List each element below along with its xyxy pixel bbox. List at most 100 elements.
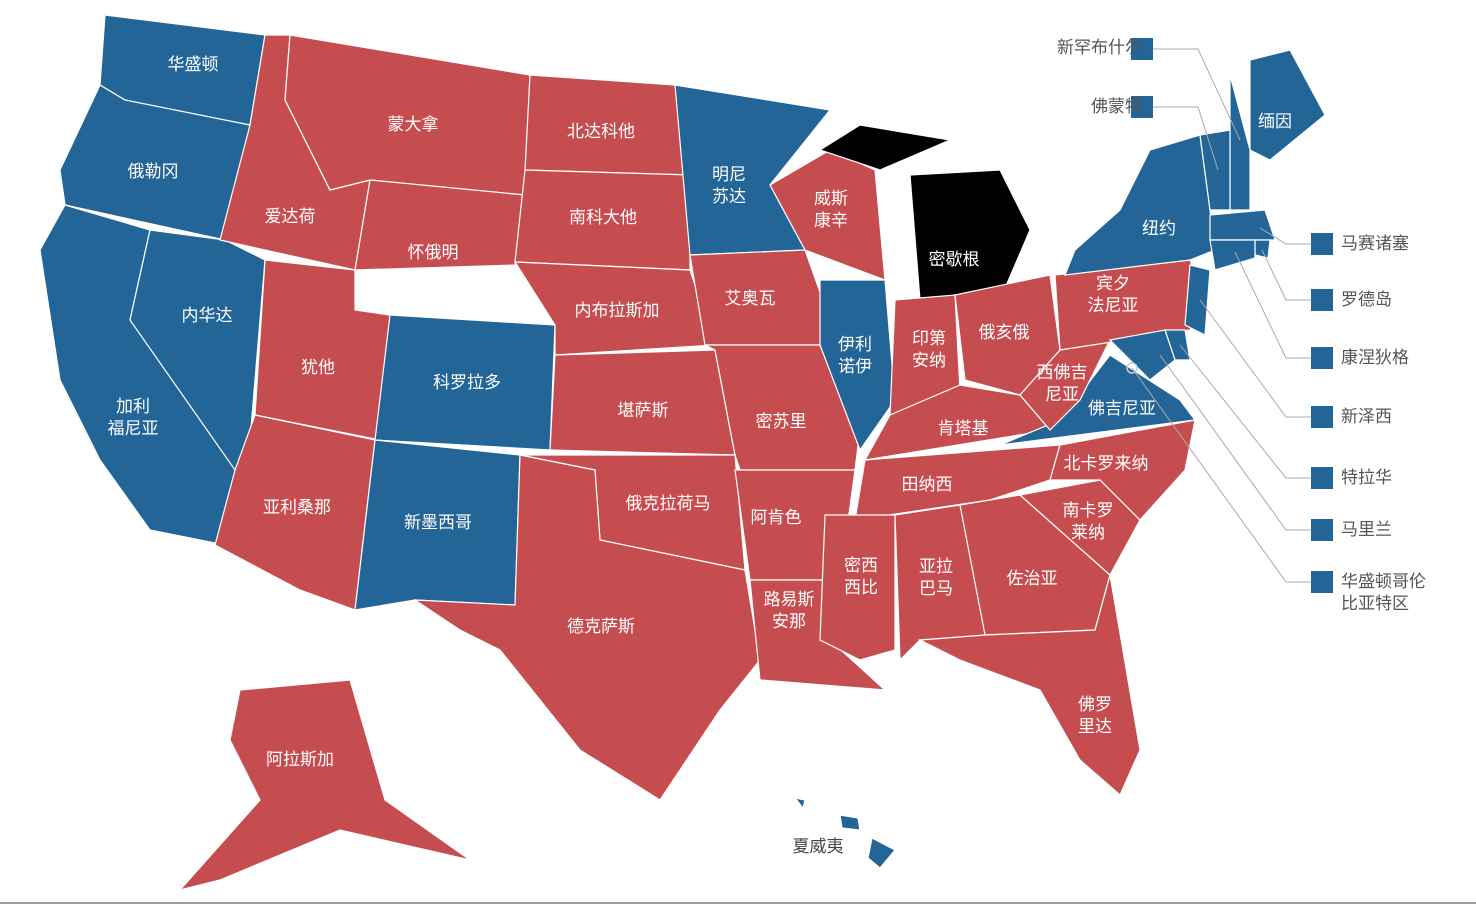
state-label: 北卡罗来纳 (1064, 454, 1149, 474)
state-label: 俄亥俄 (979, 323, 1030, 343)
state-label: 亚利桑那 (263, 498, 331, 518)
label-line: 新墨西哥 (404, 513, 472, 533)
legend-square (1311, 347, 1333, 369)
leader-line (1131, 367, 1311, 583)
legend-square (1311, 571, 1333, 593)
state-shape (793, 797, 896, 869)
state-label: 怀俄明 (408, 243, 459, 263)
label-line: 俄亥俄 (979, 323, 1030, 343)
label-line: 佐治亚 (1007, 569, 1058, 589)
label-line: 路易斯 (764, 590, 815, 610)
label-line: 堪萨斯 (618, 401, 669, 421)
state-label: 佐治亚 (1007, 569, 1058, 589)
label-line: 纽约 (1142, 219, 1176, 239)
state-label: 华盛顿哥伦比亚特区 (1341, 572, 1426, 614)
label-line: 福尼亚 (108, 419, 159, 439)
label-line: 阿肯色 (751, 508, 802, 528)
state-label: 佛蒙特 (1091, 97, 1142, 117)
label-line: 佛罗 (1078, 695, 1112, 715)
state-shape (819, 279, 896, 452)
state-shape (818, 124, 1031, 301)
state-shape (513, 261, 716, 356)
label-line: 西比 (844, 578, 878, 598)
label-line: 加利 (116, 397, 150, 417)
label-line: 康涅狄格 (1341, 348, 1409, 368)
state-label: 新泽西 (1341, 407, 1392, 427)
state-label: 明尼苏达 (712, 165, 746, 207)
state-shape (917, 574, 1141, 796)
label-line: 密歇根 (929, 250, 980, 270)
state-label: 宾夕法尼亚 (1088, 274, 1139, 316)
label-line: 密西 (844, 556, 878, 576)
state-shape (354, 179, 526, 271)
label-line: 阿拉斯加 (266, 750, 334, 770)
label-line: 夏威夷 (793, 837, 844, 857)
state-label: 亚拉巴马 (919, 557, 953, 599)
label-line: 肯塔基 (938, 419, 989, 439)
state-label: 犹他 (301, 358, 335, 378)
leader-line (1159, 354, 1311, 531)
state-label: 西佛吉尼亚 (1037, 363, 1088, 405)
label-line: 马赛诸塞 (1341, 233, 1409, 254)
label-line: 巴马 (919, 579, 953, 599)
label-line: 蒙大拿 (388, 114, 439, 135)
state-shape (1249, 49, 1326, 161)
leader-line (1261, 249, 1311, 301)
state-label: 伊利诺伊 (838, 335, 872, 377)
label-line: 亚利桑那 (263, 498, 331, 518)
label-line: 内布拉斯加 (575, 301, 660, 321)
state-shape (1126, 362, 1138, 374)
label-line: 亚拉 (919, 557, 953, 577)
label-line: 俄克拉荷马 (626, 494, 711, 514)
label-line: 华盛顿哥伦 (1341, 572, 1426, 592)
leader-line (1199, 299, 1311, 418)
label-line: 北卡罗来纳 (1064, 454, 1149, 474)
state-shape (1064, 134, 1216, 276)
label-line: 莱纳 (1071, 523, 1105, 543)
state-label: 田纳西 (902, 475, 953, 495)
label-line: 伊利 (838, 335, 872, 355)
legend-square (1311, 289, 1333, 311)
label-line: 缅因 (1258, 112, 1292, 132)
state-label: 新罕布什尔 (1057, 38, 1142, 58)
label-line: 马里兰 (1341, 520, 1392, 540)
state-label: 科罗拉多 (433, 373, 501, 393)
label-line: 犹他 (301, 358, 335, 378)
legend-square (1131, 38, 1153, 60)
state-label: 威斯康辛 (814, 189, 848, 231)
label-line: 康辛 (814, 211, 848, 231)
state-shape (769, 149, 886, 281)
state-label: 缅因 (1258, 112, 1292, 132)
state-label: 康涅狄格 (1341, 348, 1409, 368)
label-line: 爱达荷 (265, 207, 316, 227)
legend-square (1311, 519, 1333, 541)
label-line: 比亚特区 (1341, 594, 1409, 614)
label-line: 明尼 (712, 165, 746, 185)
state-shape (1254, 239, 1271, 259)
label-line: 华盛顿 (168, 55, 219, 75)
label-line: 德克萨斯 (567, 617, 635, 637)
state-shape (178, 679, 471, 892)
state-shape (1209, 239, 1256, 271)
state-label: 北达科他 (567, 122, 635, 142)
state-label: 马赛诸塞 (1341, 233, 1409, 254)
label-line: 诺伊 (838, 357, 872, 377)
state-label: 佛吉尼亚 (1088, 399, 1156, 419)
state-label: 新墨西哥 (404, 513, 472, 533)
label-line: 苏达 (712, 187, 746, 207)
state-label: 德克萨斯 (567, 617, 635, 637)
legend-square (1311, 406, 1333, 428)
state-label: 密歇根 (929, 250, 980, 270)
label-line: 南卡罗 (1063, 501, 1114, 521)
state-label: 印第安纳 (912, 329, 946, 371)
label-line: 罗德岛 (1341, 290, 1392, 310)
state-shape (1199, 129, 1231, 211)
state-shape (1229, 74, 1251, 211)
leader-line (1153, 48, 1241, 141)
state-shape (254, 259, 391, 441)
leader-line (1259, 227, 1311, 245)
label-line: 新罕布什尔 (1057, 38, 1142, 58)
label-line: 科罗拉多 (433, 373, 501, 393)
legend-square (1131, 96, 1153, 118)
